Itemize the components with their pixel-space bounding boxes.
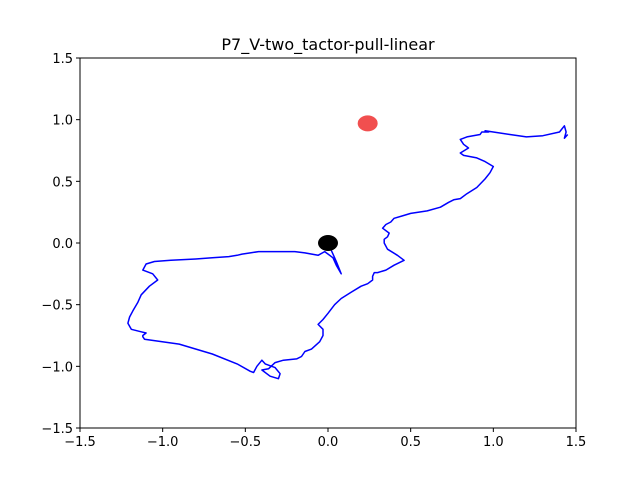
y-tick-label: 1.5 — [52, 52, 73, 67]
chart-title: P7_V-two_tactor-pull-linear — [221, 35, 435, 55]
target-marker — [357, 115, 378, 132]
x-tick-label: 0.5 — [400, 435, 421, 450]
plot-area — [127, 115, 569, 380]
y-tick-label: −1.5 — [41, 422, 73, 437]
y-tick-label: 0.0 — [52, 237, 73, 252]
y-tick-label: 0.5 — [52, 175, 73, 190]
trajectory-line-0 — [127, 125, 569, 380]
x-tick-label: −1.5 — [64, 435, 96, 450]
x-axis: −1.5 −1.0 −0.5 0.0 0.5 1.0 1.5 — [64, 428, 586, 450]
x-tick-label: −1.0 — [147, 435, 179, 450]
x-tick-label: 0.0 — [318, 435, 339, 450]
y-tick-label: −1.0 — [41, 360, 73, 375]
y-tick-label: −0.5 — [41, 299, 73, 314]
y-tick-label: 1.0 — [52, 114, 73, 129]
x-tick-label: 1.0 — [483, 435, 504, 450]
y-axis: −1.5 −1.0 −0.5 0.0 0.5 1.0 1.5 — [41, 52, 80, 437]
x-tick-label: 1.5 — [566, 435, 587, 450]
x-tick-label: −0.5 — [230, 435, 262, 450]
start-marker — [318, 235, 338, 251]
